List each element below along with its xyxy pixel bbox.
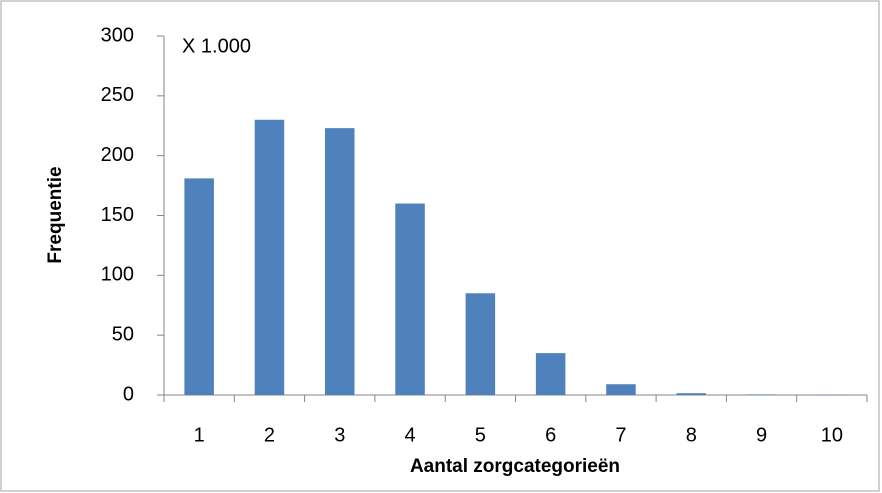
y-tick-label: 300 [101,24,134,46]
x-tick-label: 4 [404,424,415,446]
x-tick-label: 10 [821,424,843,446]
x-tick-label: 3 [334,424,345,446]
bar [254,119,285,396]
bar [324,128,355,396]
x-tick-label: 9 [756,424,767,446]
y-tick-label: 150 [101,204,134,226]
bar [746,394,777,395]
x-tick-label: 7 [615,424,626,446]
x-tick-label: 2 [264,424,275,446]
x-tick-label: 5 [475,424,486,446]
bar [184,178,214,395]
y-tick-label: 100 [101,264,134,286]
x-tick-label: 1 [194,424,205,446]
bar [395,203,425,395]
y-tick-label: 200 [101,144,134,166]
y-axis-title: Frequentie [45,166,66,263]
annotation: X 1.000 [182,35,251,57]
x-tick-label: 8 [686,424,697,446]
bar [676,393,707,395]
y-tick-label: 50 [112,323,134,345]
x-axis-title: Aantal zorgcategorieën [410,456,620,477]
x-tick-label: 6 [545,424,556,446]
y-tick-label: 250 [101,84,134,106]
bar [465,293,496,395]
bar [606,384,636,395]
y-tick-label: 0 [123,383,134,405]
bar [535,353,566,395]
